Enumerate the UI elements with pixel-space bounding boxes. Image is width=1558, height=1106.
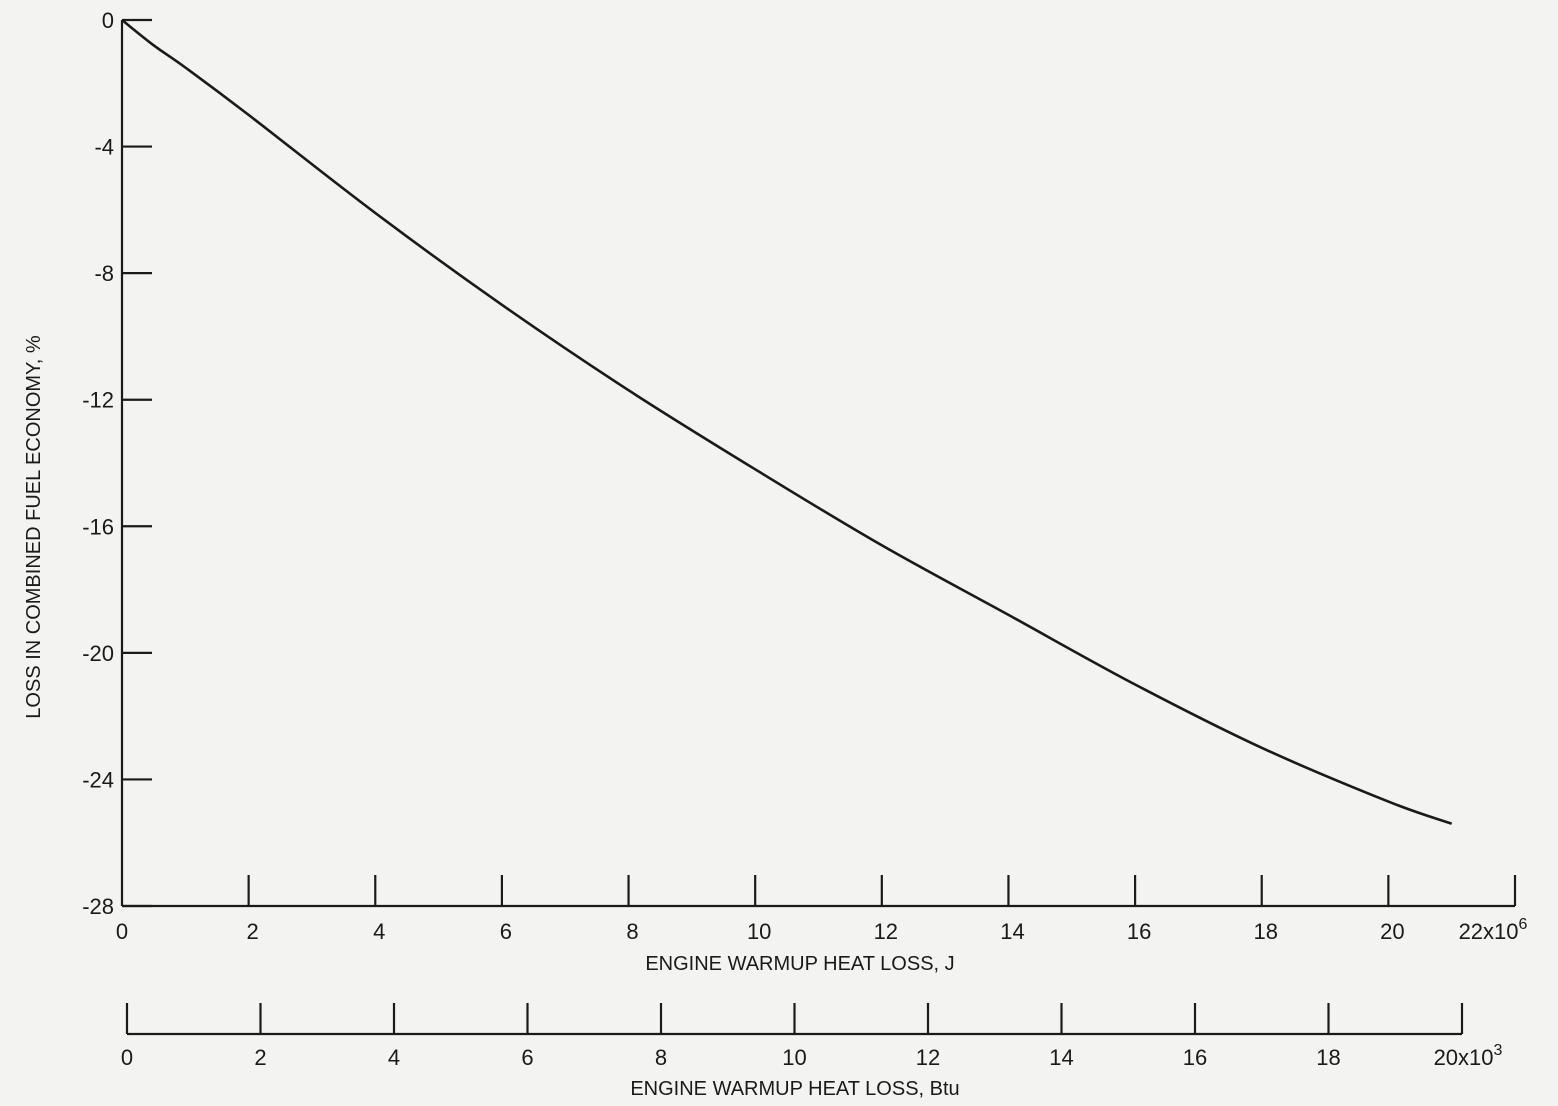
x-tick-label-btu: 8 [655,1045,667,1070]
y-tick-label: -20 [82,641,114,666]
x-tick-label-joules: 16 [1127,919,1151,944]
y-tick-label: -4 [94,135,114,160]
x-tick-label-btu: 0 [121,1045,133,1070]
x-tick-label-joules: 18 [1253,919,1277,944]
x-tick-label-joules: 20 [1380,919,1404,944]
x-tick-label-joules: 14 [1000,919,1024,944]
x-tick-label-btu: 12 [916,1045,940,1070]
y-tick-label: -12 [82,388,114,413]
x-tick-label-joules: 2 [247,919,259,944]
x-tick-label-btu: 18 [1316,1045,1340,1070]
x-tick-label-btu: 10 [782,1045,806,1070]
x-axis-joules: 0 2 4 6 8 10 12 14 16 18 20 22x106 [116,875,1528,944]
x-axis-exponent-joules: 6 [1519,916,1528,933]
x-tick-label-joules: 4 [373,919,385,944]
y-tick-label: 0 [102,8,114,33]
data-series [121,18,1453,825]
x-tick-label-joules: 6 [500,919,512,944]
y-axis-title: LOSS IN COMBINED FUEL ECONOMY, % [23,335,45,719]
y-tick-label: -24 [82,767,114,792]
x-axis-title-joules: ENGINE WARMUP HEAT LOSS, J [645,953,954,975]
x-axis-exponent-btu: 3 [1494,1042,1503,1059]
x-tick-label-joules: 0 [116,919,128,944]
series-line [121,18,1453,825]
x-tick-label-btu: 2 [254,1045,266,1070]
x-axis-title-btu: ENGINE WARMUP HEAT LOSS, Btu [630,1078,959,1100]
y-tick-label: -8 [94,261,114,286]
x-axis-btu: 0 2 4 6 8 10 12 14 16 18 20x103 [121,1003,1503,1070]
x-tick-label-joules: 10 [747,919,771,944]
x-tick-label-btu: 20x103 [1434,1042,1503,1070]
y-tick-label: -28 [82,894,114,919]
x-tick-label-btu: 14 [1049,1045,1073,1070]
x-tick-label-btu: 16 [1183,1045,1207,1070]
x-tick-label-joules: 12 [874,919,898,944]
y-tick-label: -16 [82,514,114,539]
x-tick-label-btu: 4 [388,1045,400,1070]
x-tick-label-joules: 8 [626,919,638,944]
x-tick-label-joules: 22x106 [1459,916,1528,944]
y-axis: 0 -4 -8 -12 -16 -20 -24 -28 [82,8,152,919]
x-tick-label-btu: 6 [521,1045,533,1070]
